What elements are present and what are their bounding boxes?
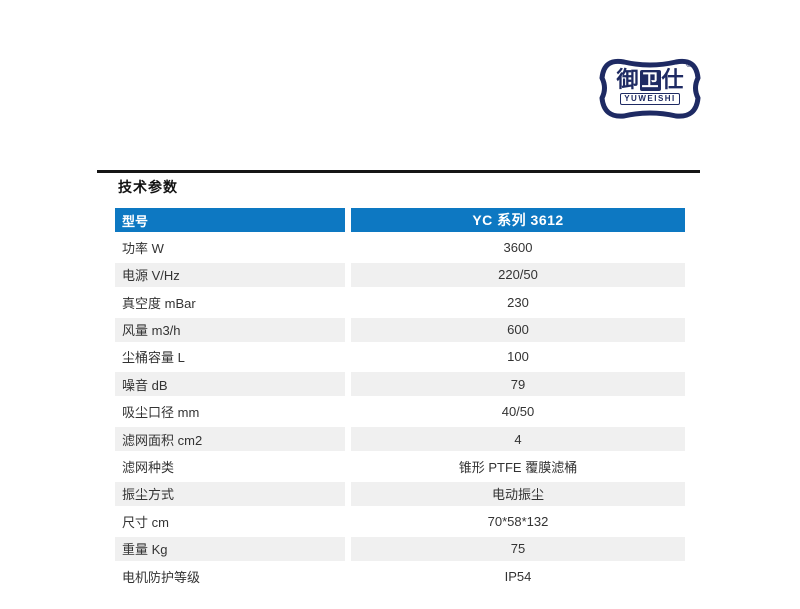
table-row: 重量 Kg 75 (115, 536, 685, 561)
table-row: 尺寸 cm 70*58*132 (115, 509, 685, 533)
spec-value: 220/50 (351, 262, 685, 287)
spec-label: 尺寸 cm (122, 514, 169, 530)
spec-table-body: 功率 W 3600 电源 V/Hz 220/50 真空度 mBar 230 风量… (115, 235, 685, 588)
spec-value: 3600 (503, 239, 533, 255)
model-header-label: 型号 (115, 208, 345, 232)
spec-value: 75 (351, 536, 685, 561)
spec-value: 79 (351, 372, 685, 397)
spec-label: 吸尘口径 mm (122, 405, 200, 421)
brand-logo: 御 卫 仕 YUWEISHI ® (598, 54, 702, 126)
spec-value: 锥形 PTFE 覆膜滤桶 (458, 460, 578, 476)
table-row: 尘桶容量 L 100 (115, 345, 685, 369)
spec-label: 功率 W (122, 240, 164, 256)
table-row: 滤网面积 cm2 4 (115, 427, 685, 452)
table-row: 风量 m3/h 600 (115, 317, 685, 342)
spec-label: 噪音 dB (115, 372, 345, 397)
spec-value: 40/50 (501, 404, 535, 420)
table-row: 滤网种类 锥形 PTFE 覆膜滤桶 (115, 455, 685, 479)
table-row: 电源 V/Hz 220/50 (115, 262, 685, 287)
section-divider-rule (97, 170, 700, 173)
spec-label: 电源 V/Hz (115, 262, 345, 287)
spec-value: 电动振尘 (351, 481, 685, 506)
brand-char-3: 仕 (661, 67, 684, 92)
spec-table-header-row: 型号 YC 系列 3612 (115, 208, 685, 232)
brand-char-2: 卫 (639, 69, 661, 91)
spec-value: 70*58*132 (487, 513, 549, 529)
model-header-value: YC 系列 3612 (351, 208, 685, 232)
spec-value: 100 (507, 349, 529, 365)
spec-label: 滤网面积 cm2 (115, 427, 345, 452)
registered-trademark-icon: ® (686, 60, 692, 69)
spec-label: 真空度 mBar (122, 295, 196, 311)
table-row: 噪音 dB 79 (115, 372, 685, 397)
spec-table: 型号 YC 系列 3612 功率 W 3600 电源 V/Hz 220/50 真… (115, 208, 685, 591)
spec-label: 重量 Kg (115, 536, 345, 561)
spec-label: 电机防护等级 (122, 569, 201, 585)
table-row: 振尘方式 电动振尘 (115, 481, 685, 506)
table-row: 电机防护等级 IP54 (115, 564, 685, 588)
table-row: 吸尘口径 mm 40/50 (115, 400, 685, 424)
spec-value: 230 (507, 294, 529, 310)
spec-label: 滤网种类 (122, 460, 175, 476)
spec-value: 4 (351, 427, 685, 452)
brand-char-1: 御 (616, 67, 639, 92)
spec-value: 600 (351, 317, 685, 342)
brand-characters: 御 卫 仕 (616, 68, 683, 92)
section-title: 技术参数 (118, 179, 178, 195)
spec-label: 风量 m3/h (115, 317, 345, 342)
spec-label: 尘桶容量 L (122, 350, 185, 366)
table-row: 功率 W 3600 (115, 235, 685, 259)
logo-content: 御 卫 仕 YUWEISHI (598, 54, 702, 126)
spec-label: 振尘方式 (115, 481, 345, 506)
spec-value: IP54 (504, 568, 532, 584)
table-row: 真空度 mBar 230 (115, 290, 685, 314)
brand-latin-name: YUWEISHI (620, 93, 680, 105)
